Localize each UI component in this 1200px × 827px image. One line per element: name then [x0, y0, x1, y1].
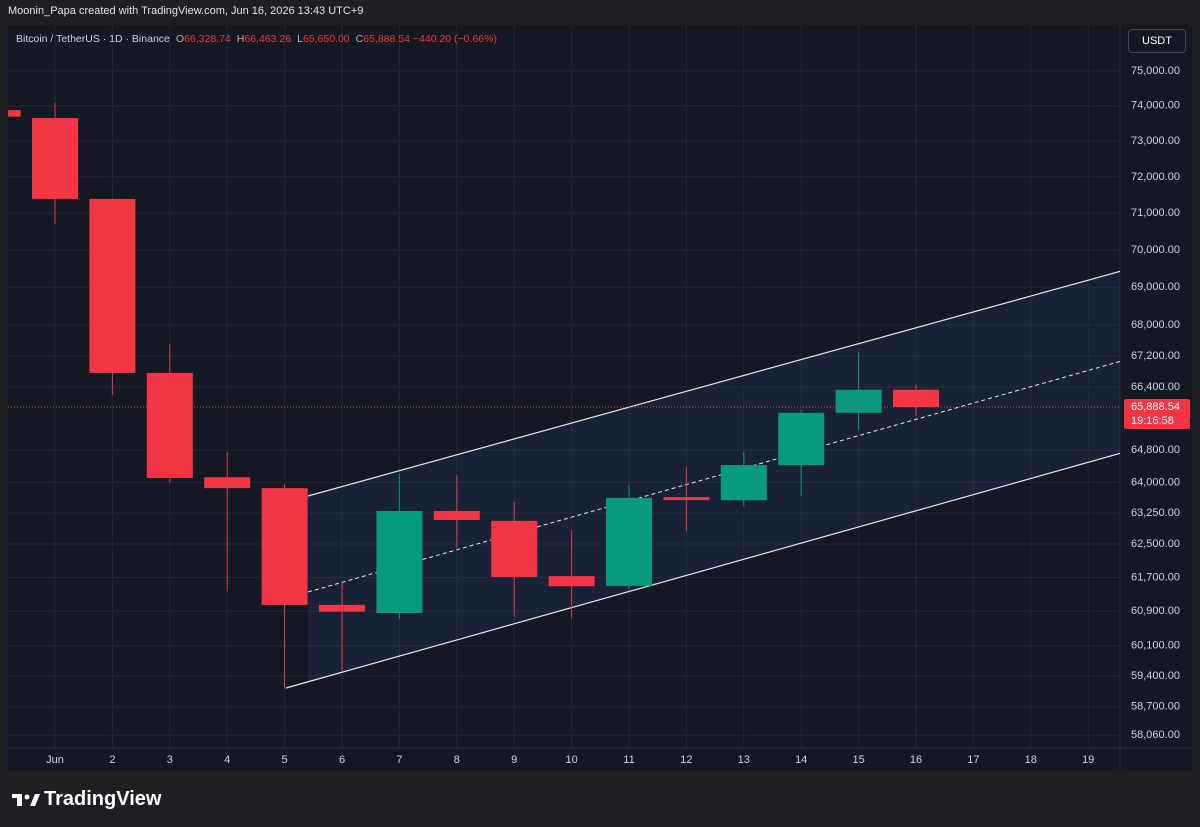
ohlc-value: 65,888.54 — [363, 33, 410, 45]
candle-body — [606, 497, 652, 586]
x-tick-label: 8 — [454, 754, 460, 766]
candle-body — [433, 510, 480, 521]
symbol: Bitcoin / TetherUS · 1D · Binance — [16, 33, 170, 45]
y-tick-label: 59,400.00 — [1131, 670, 1180, 682]
candle-body — [8, 109, 21, 117]
ohlc-key: L — [297, 33, 303, 45]
y-tick-label: 75,000.00 — [1131, 65, 1180, 77]
y-tick-label: 74,000.00 — [1131, 100, 1180, 112]
candle-body — [319, 604, 365, 612]
candle-body — [548, 576, 595, 587]
ohlc-key: O — [175, 33, 185, 45]
x-tick-label: 2 — [109, 754, 115, 766]
y-tick-label: 64,800.00 — [1131, 444, 1180, 456]
y-tick-label: 58,700.00 — [1131, 701, 1180, 713]
ohlc-value: 65,650.00 — [302, 33, 350, 45]
candle-body — [204, 477, 251, 489]
y-tick-label: 63,250.00 — [1131, 507, 1180, 519]
x-tick-label: 13 — [738, 754, 750, 766]
logo-text: TradingView — [44, 788, 162, 810]
x-tick-label: 5 — [282, 754, 288, 766]
countdown: 19:16:58 — [1131, 415, 1174, 427]
y-tick-label: 60,100.00 — [1131, 639, 1180, 651]
y-tick-label: 70,000.00 — [1131, 244, 1180, 256]
last-price-box — [1124, 399, 1190, 430]
candle-body — [261, 488, 308, 605]
x-tick-label: 10 — [565, 754, 577, 766]
footer-logo: TradingView — [12, 788, 161, 811]
channel-middle — [307, 360, 1120, 593]
y-tick-label: 68,000.00 — [1131, 319, 1180, 331]
channel-upper — [307, 270, 1120, 497]
y-tick-label: 66,400.00 — [1131, 381, 1180, 393]
parallel-channel — [285, 270, 1120, 689]
y-tick-label: 61,700.00 — [1131, 571, 1180, 583]
attribution: Moonin_Papa created with TradingView.com… — [8, 5, 364, 17]
ohlc-value: 66,463.26 — [244, 33, 292, 45]
ohlc-value: 66,328.74 — [184, 33, 231, 45]
candle-body — [663, 497, 710, 501]
x-tick-label: 11 — [623, 754, 634, 766]
candle-body — [720, 465, 767, 501]
y-tick-label: 64,000.00 — [1131, 476, 1180, 488]
candle-body — [146, 372, 193, 479]
x-tick-label: 16 — [910, 754, 922, 766]
currency-button[interactable]: USDT — [1128, 29, 1186, 53]
x-tick-label: 19 — [1082, 754, 1094, 766]
y-tick-label: 72,000.00 — [1131, 171, 1180, 183]
x-tick-label: 4 — [224, 754, 230, 766]
x-tick-label: 14 — [795, 754, 807, 766]
ohlc-key: C — [355, 33, 364, 45]
symbol-legend: Bitcoin / TetherUS · 1D · Binance O66,328… — [16, 33, 497, 45]
x-tick-label: 3 — [167, 754, 173, 766]
x-tick-label: 7 — [396, 754, 402, 766]
y-tick-label: 58,060.00 — [1131, 729, 1180, 741]
y-tick-label: 69,000.00 — [1131, 281, 1180, 293]
channel-lower — [285, 452, 1120, 689]
candle-body — [491, 520, 538, 577]
y-tick-label: 62,500.00 — [1131, 538, 1180, 550]
x-tick-label: 18 — [1025, 754, 1037, 766]
x-tick-label: Jun — [46, 754, 64, 766]
x-tick-label: 15 — [852, 754, 864, 766]
x-tick-label: 6 — [339, 754, 345, 766]
candle-body — [893, 389, 939, 408]
candle-body — [89, 198, 136, 373]
candle-body — [835, 389, 882, 413]
y-tick-label: 73,000.00 — [1131, 135, 1180, 147]
candle-body — [32, 118, 78, 199]
ohlc-key: H — [236, 33, 245, 45]
x-tick-label: 12 — [680, 754, 692, 766]
y-tick-label: 67,200.00 — [1131, 350, 1180, 362]
x-tick-label: 17 — [967, 754, 979, 766]
y-tick-label: 60,900.00 — [1131, 605, 1180, 617]
x-tick-label: 9 — [511, 754, 517, 766]
chart-background — [8, 25, 1192, 771]
candle-body — [376, 510, 423, 613]
last-price-label: 65,888.54 — [1131, 401, 1180, 413]
candle-body — [778, 412, 825, 466]
logo-icon — [12, 793, 40, 806]
y-tick-label: 71,000.00 — [1131, 207, 1180, 219]
change: −440.20 (−0.66%) — [412, 33, 497, 45]
